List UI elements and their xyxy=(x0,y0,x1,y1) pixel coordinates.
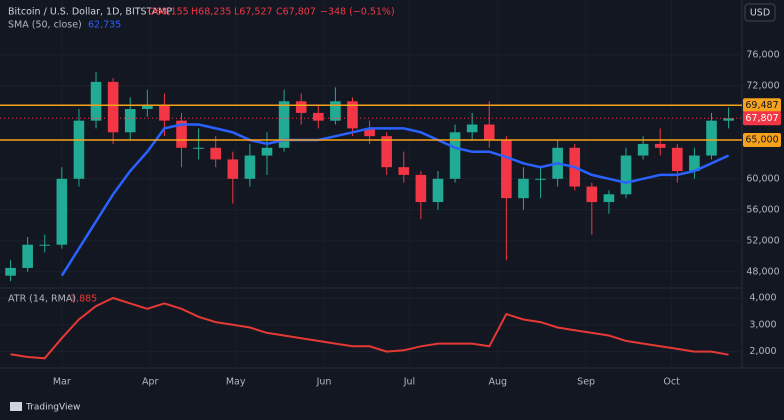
candle-body xyxy=(381,136,392,168)
candle-body xyxy=(330,101,341,121)
ohlc-value: O68,155 xyxy=(148,7,189,18)
candle-body xyxy=(295,101,307,113)
x-tick-label: Jun xyxy=(316,377,332,388)
last-price-label: 67,807 xyxy=(745,113,778,124)
candle-body xyxy=(603,194,615,203)
candle-body xyxy=(39,244,51,246)
indicator-title: SMA (50, close) xyxy=(8,20,82,31)
candle-body xyxy=(449,132,461,179)
candle-body xyxy=(723,118,734,121)
symbol-title: Bitcoin / U.S. Dollar, 1D, BITSTAMP xyxy=(8,7,172,18)
y-tick-label: 2,000 xyxy=(749,346,776,357)
candle-body xyxy=(73,120,85,179)
y-tick-label: 48,000 xyxy=(746,266,779,277)
y-tick-label: 56,000 xyxy=(746,204,779,215)
candle-body xyxy=(312,112,324,121)
level-label: 65,000 xyxy=(745,135,778,146)
candle-body xyxy=(227,159,239,179)
y-tick-label: 72,000 xyxy=(746,80,779,91)
ohlc-value: −348 (−0.51%) xyxy=(320,7,395,18)
candle-body xyxy=(586,186,598,203)
level-label: 69,487 xyxy=(745,100,778,111)
y-tick-label: 52,000 xyxy=(746,235,779,246)
currency[interactable]: USD xyxy=(750,8,770,19)
level-tag xyxy=(743,133,781,148)
candle-body xyxy=(620,155,632,195)
candle-body xyxy=(278,101,290,148)
brand: TradingView xyxy=(25,403,80,413)
candle-body xyxy=(142,105,153,110)
y-tick-label: 3,000 xyxy=(749,319,776,330)
ohlc-value: H68,235 xyxy=(191,7,231,18)
y-tick-label: 60,000 xyxy=(746,173,779,184)
candle-body xyxy=(261,147,273,156)
candle-body xyxy=(637,143,649,156)
candle-body xyxy=(347,101,358,129)
candle-body xyxy=(689,155,700,172)
x-tick-label: Jul xyxy=(403,377,415,388)
candle-body xyxy=(501,140,512,199)
currency-button[interactable] xyxy=(744,3,776,22)
candle-body xyxy=(672,147,683,172)
candle-body xyxy=(398,167,410,175)
candle-body xyxy=(22,244,33,268)
indicator-title: ATR (14, RMA) xyxy=(8,294,76,305)
candle-body xyxy=(193,147,204,149)
x-tick-label: Aug xyxy=(489,377,508,388)
last-price-tag xyxy=(743,111,781,126)
candle-body xyxy=(244,155,256,179)
sma-line xyxy=(60,123,730,277)
ohlc-value: L67,527 xyxy=(234,7,273,18)
indicator-line xyxy=(10,296,729,360)
x-tick-label: Mar xyxy=(53,377,71,388)
candle-body xyxy=(176,120,187,148)
candle-body xyxy=(483,124,495,141)
x-tick-label: Oct xyxy=(663,377,680,388)
candle-body xyxy=(432,178,444,203)
candle-body xyxy=(56,178,68,245)
candle-body xyxy=(535,178,546,180)
candle-body xyxy=(466,124,478,133)
candle-body xyxy=(5,267,16,276)
candle-body xyxy=(107,81,119,133)
candle-body xyxy=(415,174,427,203)
level-tag xyxy=(743,98,781,113)
candle-body xyxy=(654,143,666,148)
candle-body xyxy=(364,128,375,137)
x-tick-label: May xyxy=(226,377,246,388)
y-tick-label: 76,000 xyxy=(746,49,779,60)
ohlc-value: C67,807 xyxy=(276,7,316,18)
candle-body xyxy=(518,178,529,199)
x-tick-label: Apr xyxy=(142,377,159,388)
candle-body xyxy=(706,120,717,156)
y-tick-label: 4,000 xyxy=(749,293,776,304)
logo-mark xyxy=(10,402,22,411)
indicator-value: 1,885 xyxy=(70,294,97,305)
candle-body xyxy=(90,81,102,121)
candle-body xyxy=(159,105,170,121)
brand-logo: TradingView xyxy=(10,402,80,413)
x-tick-label: Sep xyxy=(577,377,595,388)
candle-body xyxy=(124,109,136,133)
indicator-value: 62,735 xyxy=(88,20,121,31)
candle-body xyxy=(210,147,222,160)
